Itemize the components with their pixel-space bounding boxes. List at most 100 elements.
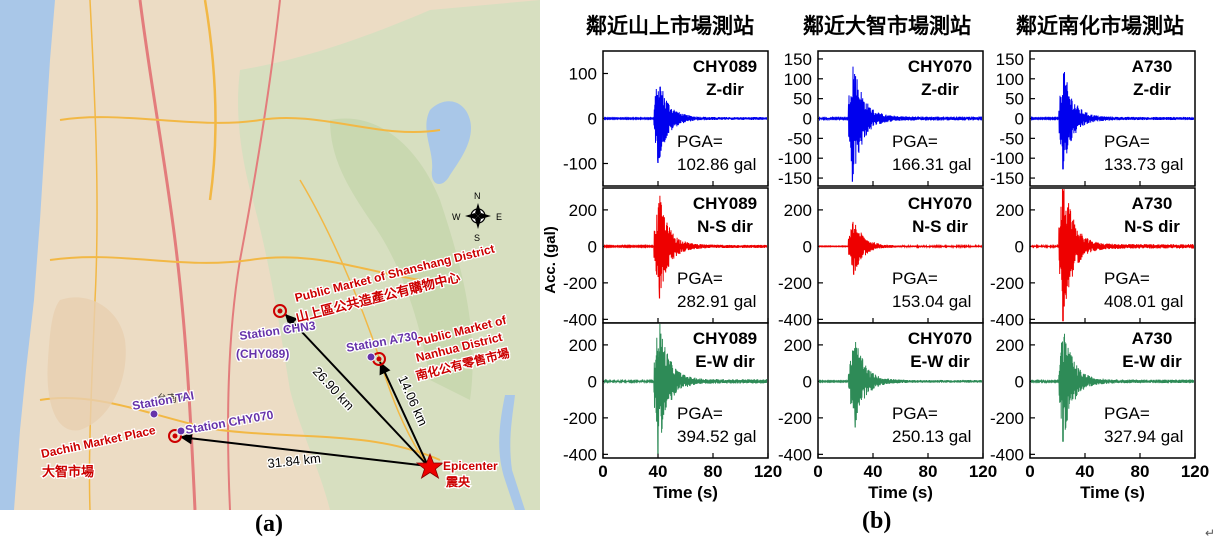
y-axis-label: Acc. (gal): [542, 226, 559, 294]
y-tick-label: -400: [990, 445, 1024, 464]
pga-value: 133.73 gal: [1104, 155, 1183, 174]
pga-label: PGA=: [1104, 404, 1150, 423]
map-road-3: [49, 256, 421, 281]
map-highway-1: [138, 0, 197, 510]
waveform-line: [819, 221, 982, 275]
x-tick-label: 80: [704, 462, 723, 481]
pga-value: 394.52 gal: [677, 427, 756, 446]
map-urban: [47, 297, 126, 431]
y-tick-label: 200: [784, 336, 812, 355]
arrow-nanhua: [379, 361, 429, 467]
map-highway-2: [227, 0, 281, 510]
waveform-line: [604, 195, 767, 299]
label-epicenter-zh: 震央: [446, 474, 471, 489]
arrow-dachih: [179, 432, 429, 467]
map-hills-dark: [330, 118, 473, 400]
x-tick-label: 0: [598, 462, 607, 481]
x-axis-label: Time (s): [653, 483, 718, 502]
y-tick-label: -200: [778, 274, 812, 293]
station-marker-tai: [149, 409, 159, 419]
column-title-2: 鄰近大智市場測站: [803, 14, 971, 38]
y-tick-label: -100: [778, 149, 812, 168]
label-dachih-zh: 大智市場: [42, 464, 94, 480]
y-tick-label: 0: [803, 110, 812, 129]
y-tick-label: 200: [784, 201, 812, 220]
panel-station-label: CHY070: [908, 194, 972, 213]
return-mark: ↵: [1205, 526, 1216, 540]
y-tick-label: 200: [569, 201, 597, 220]
panel-component-label: Z-dir: [921, 80, 959, 99]
panel-component-label: Z-dir: [706, 80, 744, 99]
pga-value: 153.04 gal: [892, 292, 971, 311]
y-tick-label: 0: [1015, 110, 1024, 129]
panel-frame: [1029, 187, 1196, 324]
pga-value: 282.91 gal: [677, 292, 756, 311]
panel-chy089-n-s-dir: 200 0 -200 -400 CHY089 N-S dir PGA= 282.91 gal: [563, 187, 769, 329]
waveform-line: [1031, 333, 1194, 442]
panel-chy089-e-w-dir: 200 0 -200 -400 CHY089 E-W dir PGA= 394.52 gal: [563, 322, 769, 464]
y-tick-label: 150: [784, 50, 812, 69]
market-marker-dachih: [168, 429, 182, 443]
map-road-2: [59, 116, 441, 134]
y-tick-label: -400: [990, 310, 1024, 329]
y-tick-label: -50: [787, 129, 812, 148]
x-tick-label: 120: [754, 462, 782, 481]
market-marker-shanshang: [273, 304, 287, 318]
x-axis-label: Time (s): [1080, 483, 1145, 502]
compass-n: N: [474, 191, 481, 201]
x-tick-label: 40: [864, 462, 883, 481]
y-tick-label: -200: [563, 274, 597, 293]
y-tick-label: -400: [563, 310, 597, 329]
label-epicenter-en: Epicenter: [443, 459, 498, 473]
map-river: [499, 395, 525, 510]
x-tick-label: 0: [813, 462, 822, 481]
panel-frame: [602, 187, 769, 324]
panel-station-label: A730: [1132, 57, 1173, 76]
y-tick-label: 200: [996, 336, 1024, 355]
panel-station-label: CHY070: [908, 57, 972, 76]
waveform-line: [819, 341, 982, 428]
y-tick-label: 200: [569, 336, 597, 355]
panel-component-label: E-W dir: [695, 352, 755, 371]
waveform-line: [604, 324, 767, 454]
panel-station-label: A730: [1132, 329, 1173, 348]
panel-frame: [602, 322, 769, 459]
panel-chy070-n-s-dir: 200 0 -200 -400 CHY070 N-S dir PGA= 153.04 gal: [778, 187, 984, 329]
epicenter-star-icon: [415, 452, 445, 479]
x-axis-label: Time (s): [868, 483, 933, 502]
label-station-chy089: (CHY089): [236, 347, 289, 361]
pga-label: PGA=: [1104, 269, 1150, 288]
pga-value: 166.31 gal: [892, 155, 971, 174]
y-tick-label: -100: [990, 149, 1024, 168]
panel-component-label: E-W dir: [1122, 352, 1182, 371]
y-tick-label: -200: [778, 409, 812, 428]
panel-station-label: CHY089: [693, 194, 757, 213]
panel-component-label: Z-dir: [1133, 80, 1171, 99]
y-tick-label: 0: [588, 237, 597, 256]
panel-station-label: A730: [1132, 194, 1173, 213]
pga-label: PGA=: [1104, 132, 1150, 151]
waveform-line: [1031, 71, 1194, 170]
compass-s: S: [474, 233, 480, 243]
panel-station-label: CHY089: [693, 329, 757, 348]
waveform-line: [604, 86, 767, 163]
waveform-line: [819, 66, 982, 182]
x-tick-label: 80: [1131, 462, 1150, 481]
map-road-1: [203, 0, 217, 201]
y-tick-label: -50: [999, 129, 1024, 148]
y-tick-label: -400: [778, 445, 812, 464]
pga-value: 327.94 gal: [1104, 427, 1183, 446]
map-svg: [0, 0, 540, 510]
pga-label: PGA=: [892, 404, 938, 423]
map-reservoir: [426, 101, 471, 185]
pga-value: 408.01 gal: [1104, 292, 1183, 311]
x-tick-label: 40: [649, 462, 668, 481]
map-road-5: [88, 0, 98, 510]
map-panel: N S W E 台南市 Public Market of Shanshang D…: [0, 0, 540, 510]
compass-icon: [465, 203, 491, 229]
y-tick-label: -400: [563, 445, 597, 464]
y-tick-label: -150: [778, 169, 812, 188]
y-tick-label: 100: [784, 70, 812, 89]
y-tick-label: 0: [803, 372, 812, 391]
